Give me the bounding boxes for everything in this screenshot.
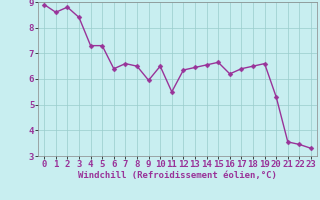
X-axis label: Windchill (Refroidissement éolien,°C): Windchill (Refroidissement éolien,°C): [78, 171, 277, 180]
